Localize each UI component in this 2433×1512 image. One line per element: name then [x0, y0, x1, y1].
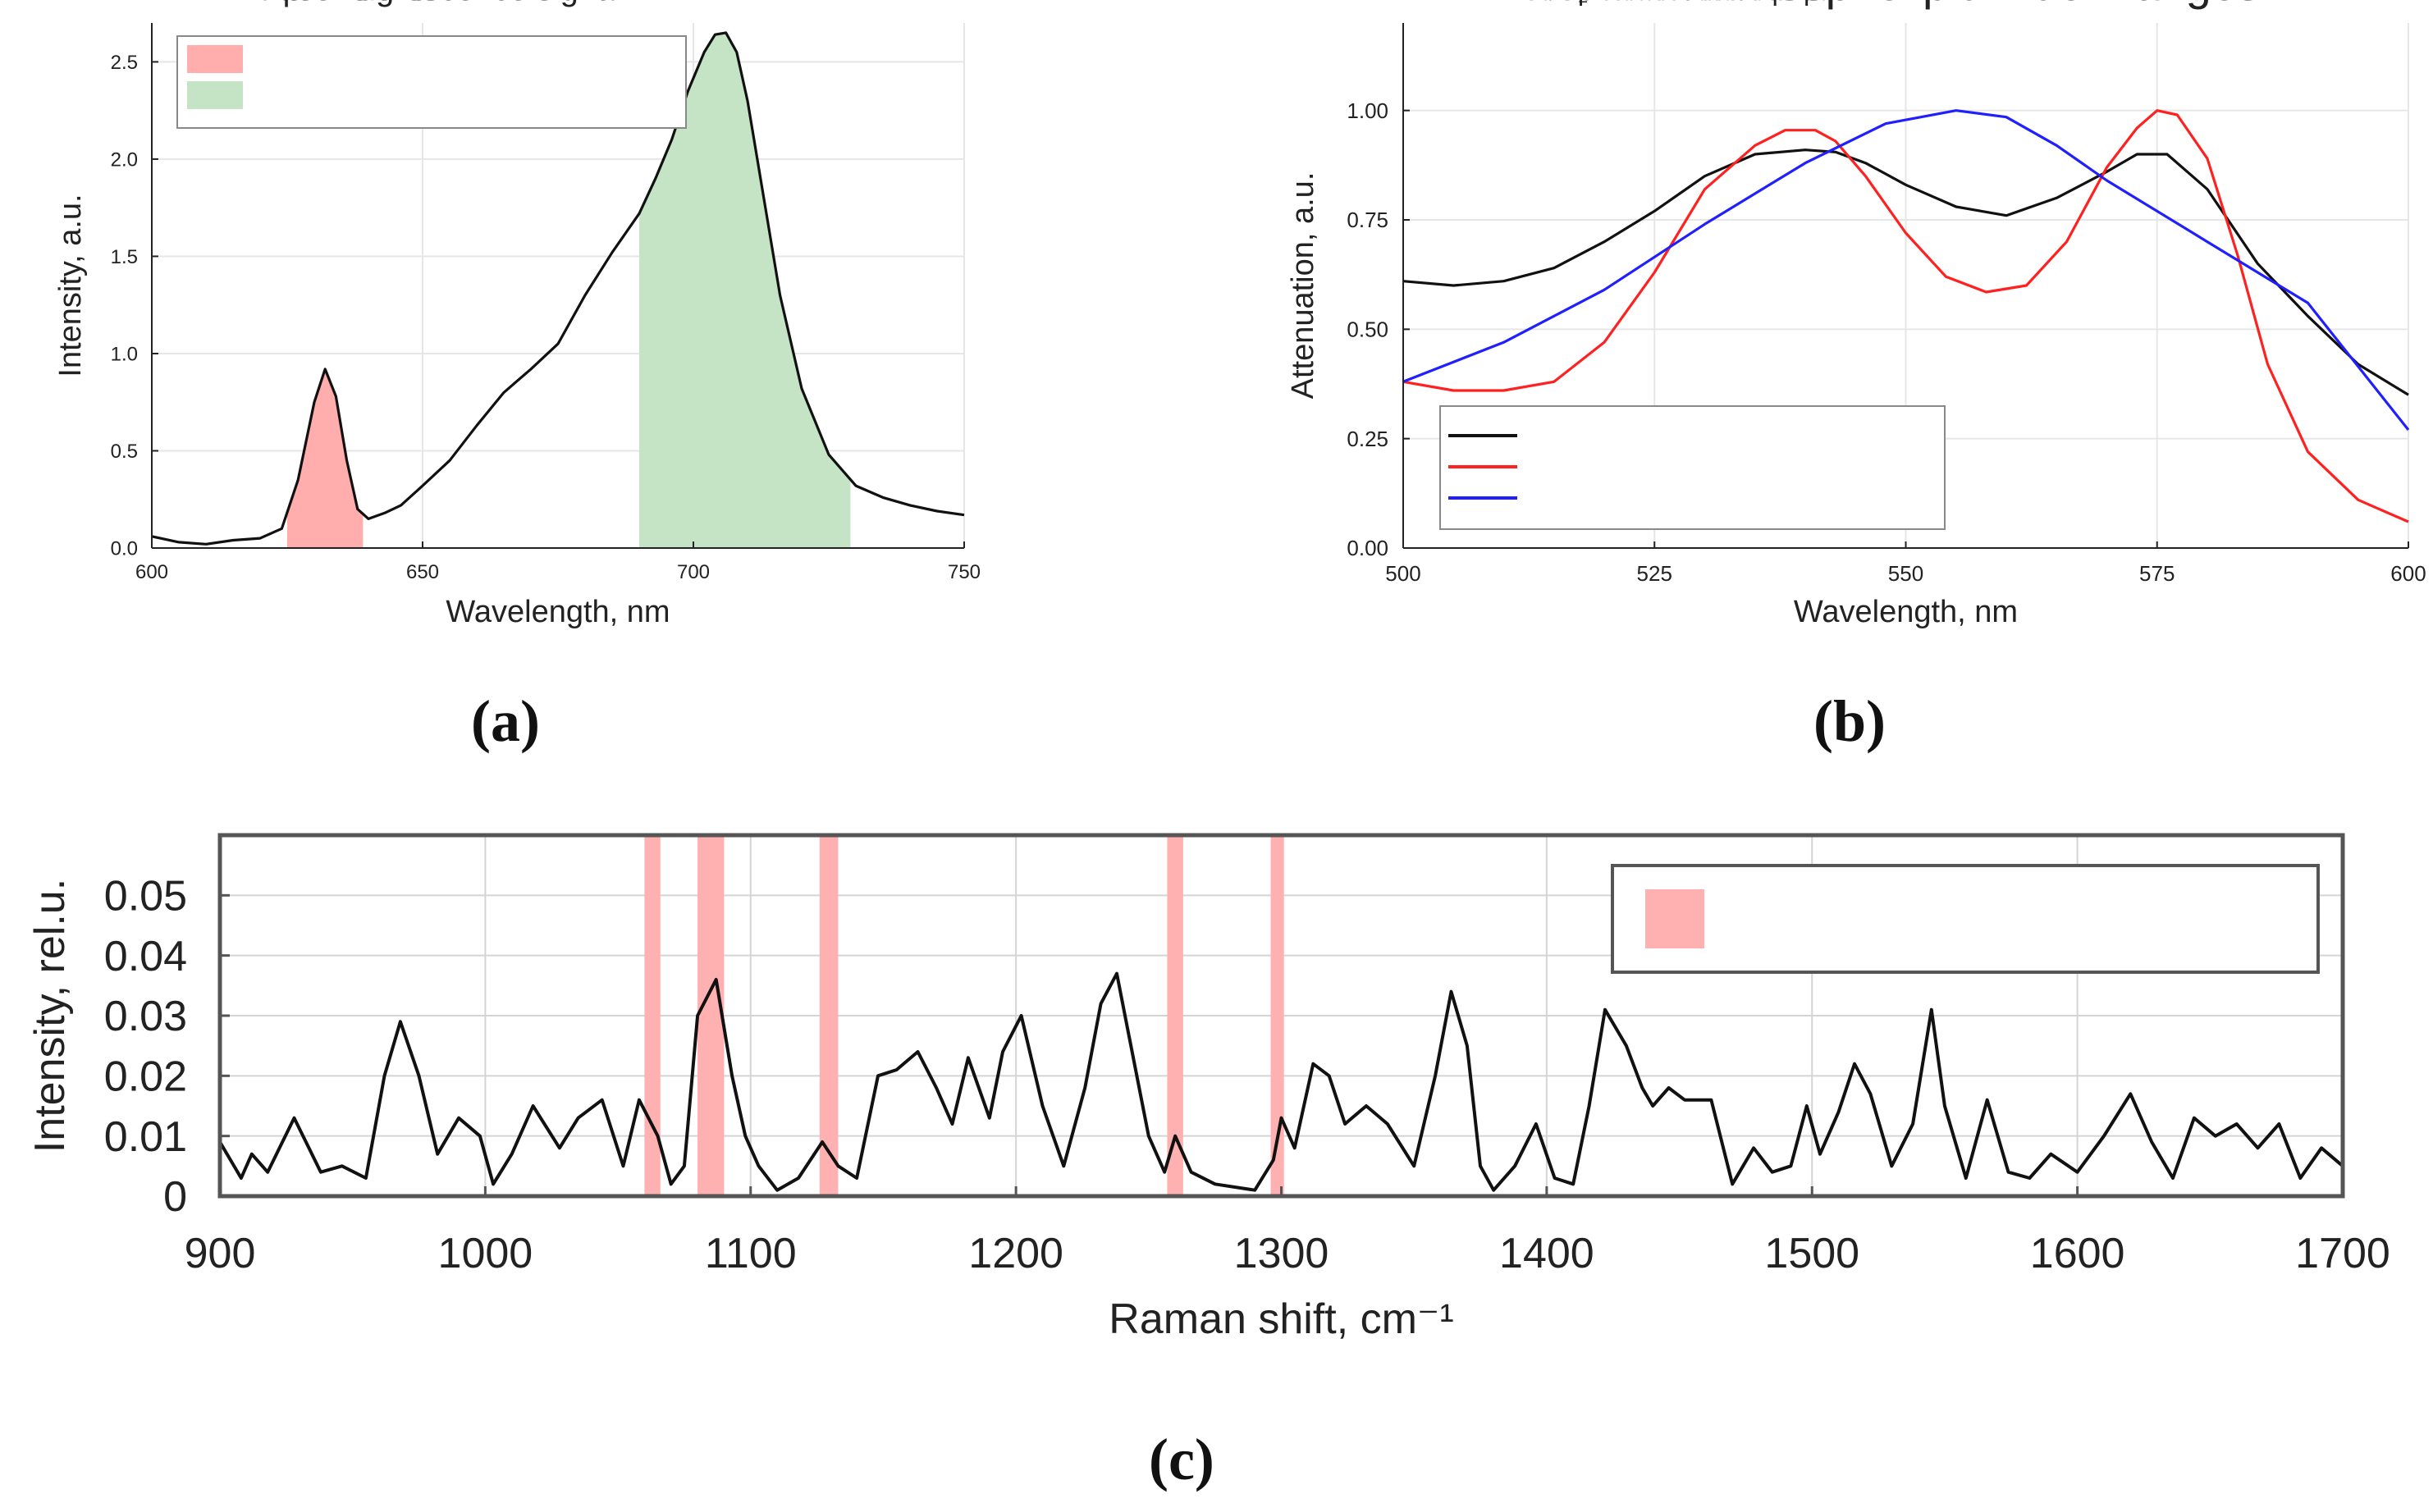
x-tick-label-1: 1000: [438, 1230, 533, 1277]
panel-c-shaded-regions: [644, 835, 1284, 1196]
x-tick-label-0: 900: [185, 1230, 256, 1277]
x-tick-label-0: 500: [1385, 561, 1420, 586]
x-tick-label-0: 600: [135, 561, 168, 583]
x-tick-label-5: 1400: [1499, 1230, 1594, 1277]
legend-label-2: Hb normalized absorption: [1522, 0, 1831, 6]
x-tick-label-7: 1600: [2030, 1230, 2125, 1277]
x-tick-label-4: 600: [2390, 561, 2426, 586]
panel-a-label: (a): [471, 688, 540, 754]
shaded-region-0: [287, 368, 364, 548]
x-tick-label-1: 650: [406, 561, 439, 583]
panel-b-axes: [1402, 23, 2409, 549]
panel-a-y-tick-labels: 0.0 0.5 1.0 1.5 2.0 2.5: [111, 52, 138, 560]
y-tick-label-2: 0.50: [1347, 317, 1388, 341]
y-tick-label-4: 2.0: [111, 148, 138, 171]
legend-swatch-1: [187, 81, 243, 109]
panel-b-label: (b): [1813, 688, 1886, 754]
panel-a-legend: Laser signalPpIX fluorescence signal: [176, 0, 687, 129]
legend-swatch-0: [1645, 889, 1704, 948]
x-tick-label-2: 1100: [705, 1230, 797, 1277]
x-tick-label-3: 575: [2139, 561, 2175, 586]
panel-b-y-tick-labels: 0.00 0.25 0.50 0.75 1.00: [1347, 98, 1388, 560]
panel-c-y-tick-labels: 0 0.01 0.02 0.03 0.04 0.05: [104, 873, 187, 1222]
series-line-1: [1402, 109, 2409, 523]
panel-b-y-axis-label: Attenuation, a.u.: [1286, 172, 1320, 400]
y-tick-label-1: 0.25: [1347, 427, 1388, 451]
legend-label-0: Phospholipid index ranges: [1721, 0, 2260, 10]
panel-c-x-tick-labels: 900 1000 1100 1200 1300 1400 1500 1600 1700: [185, 1230, 2390, 1277]
shaded-region-2: [819, 835, 839, 1196]
x-tick-label-2: 700: [677, 561, 710, 583]
legend-swatch-0: [187, 45, 243, 73]
series-line-2: [1402, 109, 2410, 431]
shaded-region-1: [639, 32, 851, 548]
shaded-region-4: [1270, 835, 1284, 1196]
shaded-region-3: [1167, 835, 1183, 1196]
x-tick-label-3: 750: [948, 561, 981, 583]
x-tick-label-6: 1500: [1764, 1230, 1859, 1277]
panel-a-x-axis-label: Wavelength, nm: [446, 595, 670, 629]
y-tick-label-1: 0.5: [111, 441, 138, 463]
panel-c-legend: Phospholipid index ranges: [1611, 0, 2320, 974]
panel-c-series: [218, 971, 2344, 1192]
y-tick-label-4: 0.04: [104, 933, 187, 980]
panel-b-x-axis-label: Wavelength, nm: [1794, 595, 2018, 629]
panel-a-y-axis-label: Intensity, a.u.: [53, 194, 88, 377]
panel-b-x-tick-labels: 500 525 550 575 600: [1385, 561, 2426, 586]
shaded-region-1: [697, 835, 725, 1196]
panel-c-axes: [217, 833, 2345, 1199]
legend-box: [176, 35, 687, 129]
y-tick-label-3: 0.03: [104, 993, 187, 1040]
legend-label-0: Sample attenuation: [1522, 0, 1755, 6]
x-tick-label-4: 1300: [1234, 1230, 1329, 1277]
panel-b-legend: Sample attenuationHbO₂ normalized absorp…: [1439, 0, 1946, 530]
y-tick-label-4: 1.00: [1347, 98, 1388, 123]
x-tick-label-2: 550: [1888, 561, 1923, 586]
legend-label-1: PpIX fluorescence signal: [261, 0, 622, 7]
y-tick-label-3: 0.75: [1347, 208, 1388, 232]
y-tick-label-5: 0.05: [104, 873, 187, 920]
panel-c-x-axis-label: Raman shift, cm⁻¹: [1109, 1295, 1453, 1343]
panel-a-x-tick-labels: 600 650 700 750: [135, 561, 981, 583]
legend-label-0: Laser signal: [261, 0, 438, 7]
series-line-0: [151, 31, 965, 546]
y-tick-label-0: 0: [163, 1173, 187, 1221]
panel-b-series: [1402, 109, 2410, 523]
y-tick-label-1: 0.01: [104, 1113, 187, 1161]
x-tick-label-3: 1200: [968, 1230, 1063, 1277]
panel-b: 500 525 550 575 600 0.00 0.25 0.50 0.75 1.00 Wav…: [1286, 0, 2426, 629]
panel-a-shaded-regions: [287, 32, 851, 548]
x-tick-label-1: 525: [1637, 561, 1672, 586]
y-tick-label-2: 0.02: [104, 1053, 187, 1101]
panel-a-axes: [151, 23, 965, 549]
panel-c: 900 1000 1100 1200 1300 1400 1500 1600 1700 0 0.0…: [26, 0, 2390, 1343]
legend-box: [1611, 864, 2320, 974]
panel-c-y-axis-label: Intensity, rel.u.: [26, 879, 74, 1153]
y-tick-label-0: 0.00: [1347, 536, 1388, 560]
y-tick-label-0: 0.0: [111, 537, 138, 560]
panel-c-label: (c): [1149, 1427, 1214, 1492]
legend-box: [1439, 405, 1946, 530]
legend-label-1: HbO₂ normalized absorption: [1522, 0, 1863, 6]
x-tick-label-8: 1700: [2295, 1230, 2390, 1277]
y-tick-label-2: 1.0: [111, 343, 138, 365]
panel-a-series: [151, 31, 965, 546]
y-tick-label-3: 1.5: [111, 246, 138, 268]
panel-a: 600 650 700 750 0.0 0.5 1.0 1.5 2.0 2.5 Waveleng…: [53, 0, 981, 629]
y-tick-label-5: 2.5: [111, 52, 138, 74]
series-line-0: [218, 971, 2344, 1192]
shaded-region-0: [644, 835, 661, 1196]
